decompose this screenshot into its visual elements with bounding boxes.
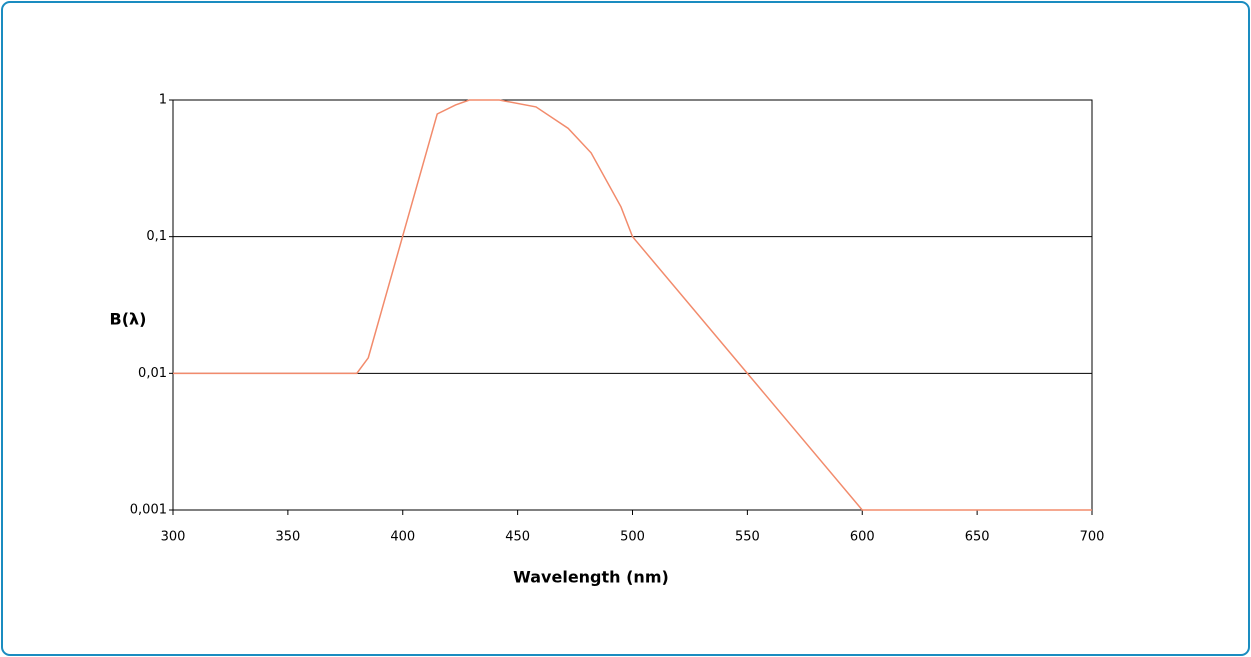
x-tick-label: 500 — [620, 530, 645, 545]
y-tick-label: 1 — [159, 93, 167, 108]
y-tick-label: 0,1 — [146, 229, 167, 244]
y-tick-label: 0,001 — [130, 503, 167, 518]
x-tick-label: 300 — [161, 530, 186, 545]
x-tick-label: 550 — [735, 530, 760, 545]
data-line — [173, 99, 1092, 511]
y-tick-label: 0,01 — [138, 366, 167, 381]
x-tick-label: 350 — [275, 530, 300, 545]
y-axis-title: B(λ) — [110, 310, 147, 329]
x-tick-label: 600 — [850, 530, 875, 545]
x-tick-label: 400 — [390, 530, 415, 545]
x-tick-label: 650 — [965, 530, 990, 545]
x-tick-label: 700 — [1080, 530, 1105, 545]
x-axis-title: Wavelength (nm) — [513, 568, 669, 587]
x-tick-label: 450 — [505, 530, 530, 545]
